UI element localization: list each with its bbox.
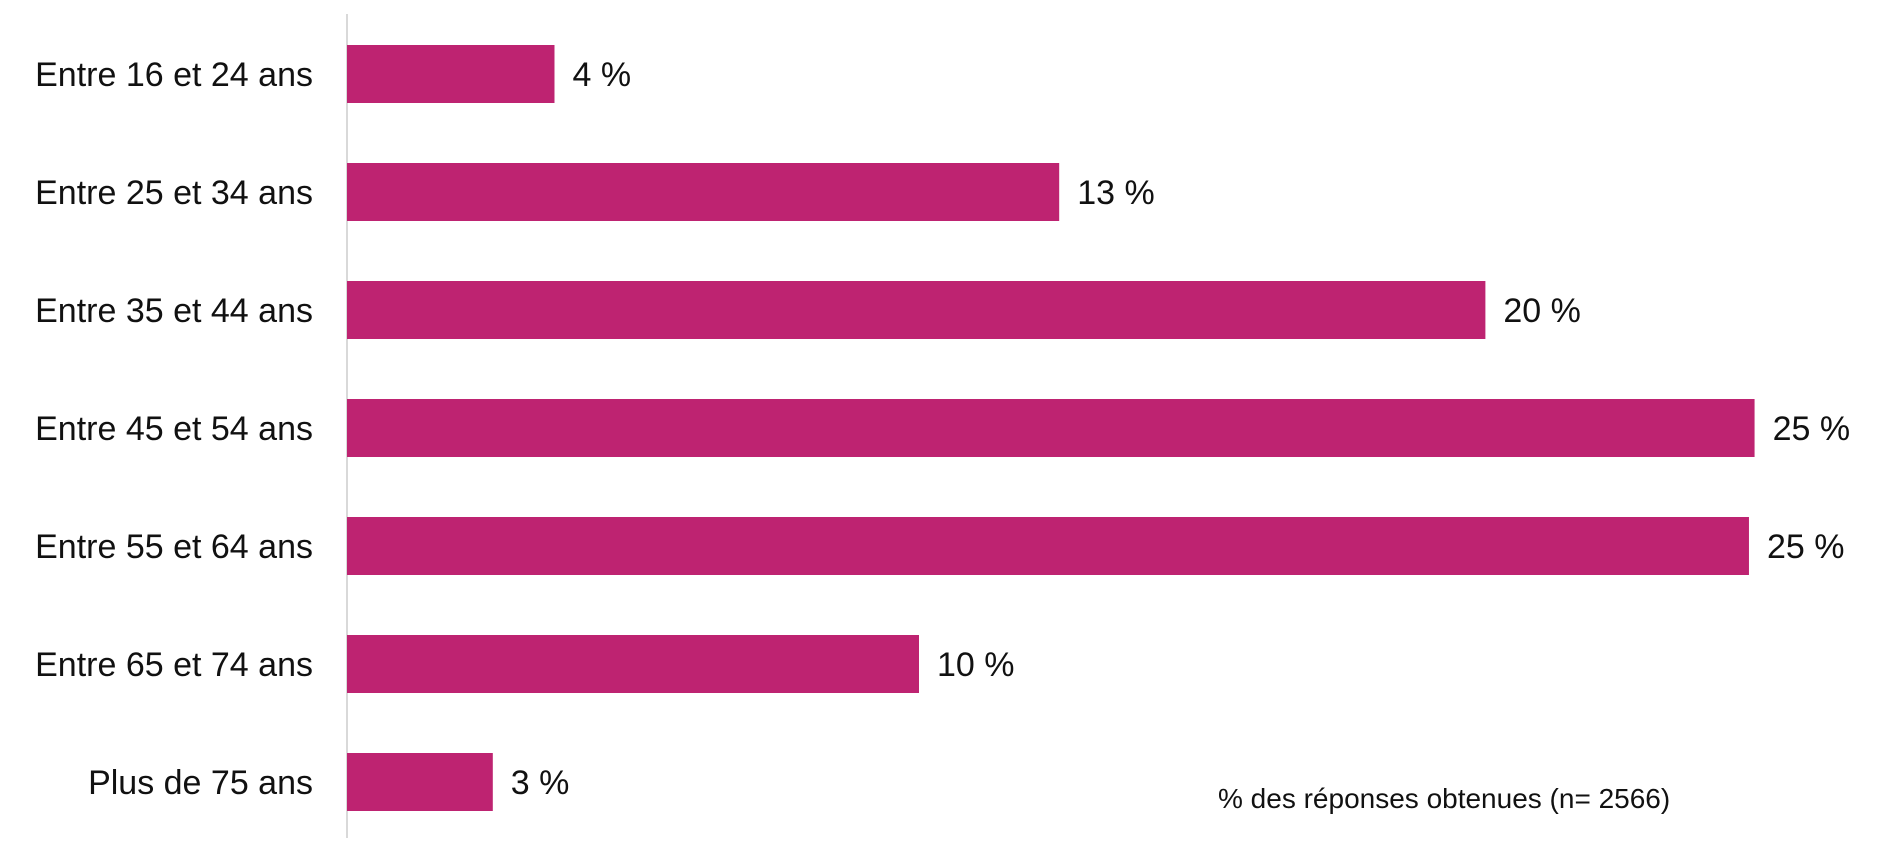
value-label-6: 10 %: [937, 646, 1015, 684]
bar-6: [347, 635, 919, 693]
bar-7: [347, 753, 493, 811]
category-label-4: Entre 45 et 54 ans: [35, 410, 313, 448]
bar-5: [347, 517, 1749, 575]
category-label-6: Entre 65 et 74 ans: [35, 646, 313, 684]
bar-4: [347, 399, 1755, 457]
value-labels: 4 % 13 % 20 % 25 % 25 % 10 % 3 %: [511, 56, 1850, 802]
category-labels: Entre 16 et 24 ans Entre 25 et 34 ans Entr…: [35, 56, 313, 802]
category-label-5: Entre 55 et 64 ans: [35, 528, 313, 566]
value-label-1: 4 %: [572, 56, 631, 94]
category-label-2: Entre 25 et 34 ans: [35, 174, 313, 212]
value-label-3: 20 %: [1503, 292, 1581, 330]
category-label-7: Plus de 75 ans: [88, 764, 313, 802]
category-label-1: Entre 16 et 24 ans: [35, 56, 313, 94]
value-label-2: 13 %: [1077, 174, 1155, 212]
value-label-4: 25 %: [1773, 410, 1851, 448]
chart-note: % des réponses obtenues (n= 2566): [1218, 783, 1670, 814]
bar-1: [347, 45, 555, 103]
category-label-3: Entre 35 et 44 ans: [35, 292, 313, 330]
bar-2: [347, 163, 1060, 221]
value-label-7: 3 %: [511, 764, 570, 802]
value-label-5: 25 %: [1767, 528, 1845, 566]
bars-group: [347, 45, 1755, 811]
bar-3: [347, 281, 1486, 339]
